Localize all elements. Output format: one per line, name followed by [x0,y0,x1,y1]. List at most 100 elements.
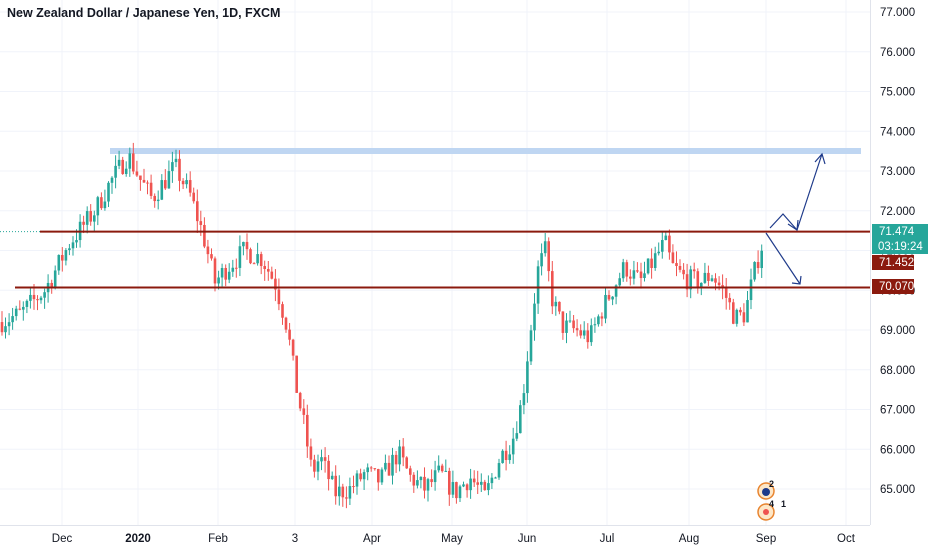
candle-body [735,309,739,324]
candle-down [82,215,85,234]
candle-up [242,241,245,256]
svg-text:03:19:24: 03:19:24 [878,241,923,253]
candle-body [604,294,607,319]
candle-up [501,449,504,464]
candle-up [657,242,660,256]
candle-body [192,192,195,202]
candle-up [22,301,25,321]
candle-body [551,271,554,307]
candle-body [277,289,281,305]
candle-body [490,477,494,484]
candle-up [416,470,419,489]
candle-up [174,149,178,168]
candle-body [43,292,46,298]
candle-body [22,306,25,310]
candle-down [685,263,689,298]
y-tick-label: 69.000 [880,325,915,337]
candle-up [316,454,320,481]
candle-body [124,168,128,174]
candle-body [142,179,146,183]
candle-body [639,271,643,279]
candle-down [572,315,575,333]
candle-up [380,467,384,485]
candle-body [313,459,316,472]
candle-up [330,471,334,481]
candle-body [156,199,160,202]
candle-body [348,486,352,499]
candle-body [529,330,533,362]
candle-body [107,182,110,202]
candle-body [746,300,749,323]
candle-body [756,262,760,269]
candle-body [387,462,391,476]
plot-area[interactable] [0,0,870,525]
candle-body [206,246,210,255]
candle-body [288,329,291,340]
x-tick-label: 2020 [125,533,151,545]
candle-body [401,446,405,458]
candle-body [590,325,593,343]
candle-body [139,175,142,180]
candle-body [245,241,249,250]
x-axis[interactable]: Dec 2020 Feb 3 Apr May Jun Jul Aug Sep Oct [52,533,856,545]
candle-up [171,151,174,183]
candle-down [405,456,408,469]
candle-down [274,269,277,302]
candle-body [643,273,646,279]
candle-up [14,305,18,321]
candle-body [494,477,497,479]
candle-body [582,330,586,336]
candle-body [519,405,522,434]
candle-up [760,244,763,278]
candle-down [0,311,4,336]
candle-body [210,254,213,259]
candle-body [689,269,692,290]
candle-body [252,263,256,265]
candle-up [185,173,188,189]
candle-body [327,460,330,480]
event-badge-inner-icon [762,488,770,496]
candle-body [71,242,75,249]
candle-up [735,308,739,327]
candle-down [465,483,469,498]
candle-down [409,465,412,482]
x-tick-label: Dec [52,533,73,545]
candle-body [270,271,274,279]
candle-down [327,455,330,491]
candle-body [50,282,53,288]
arrowhead-down [791,275,802,285]
candle-up [689,265,692,299]
candle-up [160,174,164,201]
candle-up [593,317,597,333]
candle-up [96,195,100,226]
event-badges[interactable]: 2 4 1 [757,479,786,521]
candle-body [82,221,85,225]
candle-body [685,274,689,290]
candle-body [274,278,277,290]
candle-down [739,307,742,316]
candle-up [621,258,625,282]
candle-body [749,279,753,301]
candle-body [668,235,671,253]
candle-up [519,400,522,434]
candle-body [316,461,320,472]
candle-down [629,269,632,286]
candle-up [749,268,753,310]
candle-down [575,319,579,337]
arrow-path-up [769,153,823,232]
candle-body [625,262,629,277]
candle-up [526,351,529,403]
candle-up [632,260,636,285]
candle-down [100,192,103,210]
candle-down [373,468,377,471]
candle-up [7,313,11,336]
candle-down [181,178,185,190]
candle-body [558,301,561,312]
candle-body [7,322,11,327]
candle-down [210,248,213,261]
candle-body [412,474,416,486]
candle-down [369,466,373,472]
candle-down [352,475,355,494]
candle-body [362,472,366,480]
